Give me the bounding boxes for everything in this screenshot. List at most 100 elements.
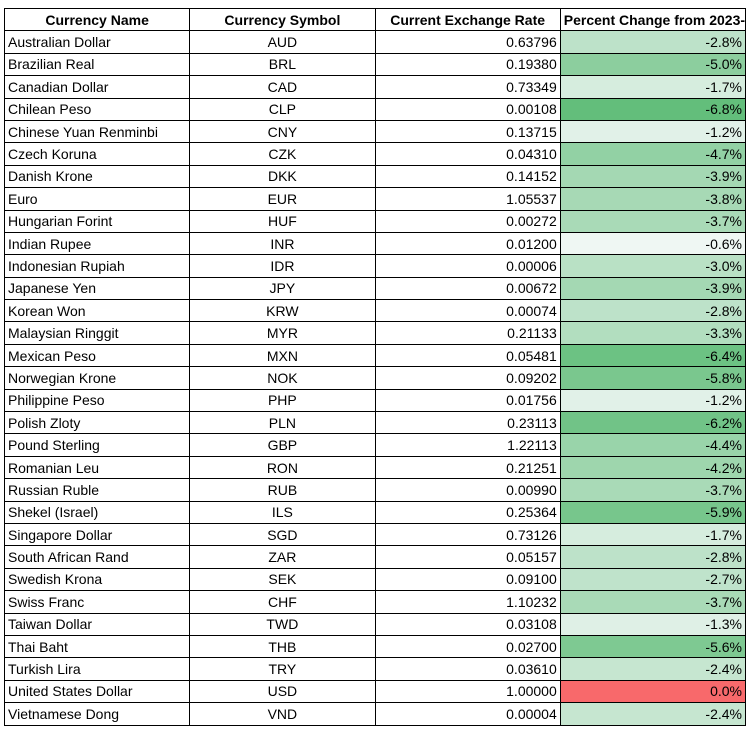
table-cell: -3.9% <box>559 276 747 301</box>
table-row: Malaysian Ringgit MYR 0.21133 -3.3% <box>3 321 747 345</box>
table-cell: -4.4% <box>559 433 747 457</box>
column-header: Current Exchange Rate <box>374 7 561 32</box>
table-cell: Shekel (Israel) <box>3 500 191 524</box>
table-cell: -2.4% <box>559 702 747 726</box>
table-cell: Chinese Yuan Renminbi <box>3 119 191 144</box>
table-cell: 0.73349 <box>374 75 561 99</box>
table-cell: SGD <box>189 522 376 547</box>
table-cell: -5.9% <box>559 500 747 524</box>
table-cell: -2.7% <box>559 567 747 592</box>
table-row: Russian Ruble RUB 0.00990 -3.7% <box>3 478 747 502</box>
table-cell: Singapore Dollar <box>3 522 191 547</box>
table-cell: -1.2% <box>559 119 747 144</box>
table-cell: NOK <box>189 366 376 390</box>
table-row: Czech Koruna CZK 0.04310 -4.7% <box>3 142 747 166</box>
table-cell: South African Rand <box>3 545 191 569</box>
table-cell: Swiss Franc <box>3 590 191 614</box>
table-row: Thai Baht THB 0.02700 -5.6% <box>3 634 747 659</box>
table-cell: BRL <box>189 52 376 77</box>
table-cell: 0.01756 <box>374 388 561 413</box>
table-cell: -3.7% <box>559 209 747 233</box>
table-cell: Hungarian Forint <box>3 209 191 233</box>
table-cell: CHF <box>189 590 376 614</box>
table-cell: 0.14152 <box>374 164 561 189</box>
table-row: Pound Sterling GBP 1.22113 -4.4% <box>3 433 747 457</box>
table-cell: 1.10232 <box>374 590 561 614</box>
table-cell: -1.7% <box>559 75 747 99</box>
table-cell: 0.21251 <box>374 455 561 480</box>
table-cell: -1.2% <box>559 388 747 413</box>
table-cell: ZAR <box>189 545 376 569</box>
table-cell: Malaysian Ringgit <box>3 321 191 345</box>
table-row: Vietnamese Dong VND 0.00004 -2.4% <box>3 702 747 726</box>
table-row: Romanian Leu RON 0.21251 -4.2% <box>3 455 747 480</box>
table-cell: -6.4% <box>559 343 747 368</box>
table-cell: Vietnamese Dong <box>3 702 191 726</box>
table-cell: Russian Ruble <box>3 478 191 502</box>
table-cell: CNY <box>189 119 376 144</box>
table-row: Euro EUR 1.05537 -3.8% <box>3 187 747 211</box>
table-cell: Romanian Leu <box>3 455 191 480</box>
table-cell: 0.19380 <box>374 52 561 77</box>
table-row: Singapore Dollar SGD 0.73126 -1.7% <box>3 522 747 547</box>
table-row: Hungarian Forint HUF 0.00272 -3.7% <box>3 209 747 233</box>
table-cell: Czech Koruna <box>3 142 191 166</box>
table-header: Currency Name Currency Symbol Current Exch… <box>3 7 747 32</box>
table-cell: DKK <box>189 164 376 189</box>
table-cell: GBP <box>189 433 376 457</box>
table-cell: 0.25364 <box>374 500 561 524</box>
table-cell: CZK <box>189 142 376 166</box>
table-cell: MXN <box>189 343 376 368</box>
table-cell: -1.3% <box>559 612 747 636</box>
table-cell: JPY <box>189 276 376 301</box>
table-cell: Swedish Krona <box>3 567 191 592</box>
table-cell: MYR <box>189 321 376 345</box>
table-body: Australian Dollar AUD 0.63796 -2.8% Brazilia… <box>3 30 747 726</box>
table-cell: -2.8% <box>559 299 747 323</box>
table-cell: EUR <box>189 187 376 211</box>
column-header: Percent Change from 2023-09 <box>559 7 747 32</box>
table-cell: -0.6% <box>559 231 747 256</box>
table-cell: 0.63796 <box>374 30 561 54</box>
table-cell: INR <box>189 231 376 256</box>
table-row: Canadian Dollar CAD 0.73349 -1.7% <box>3 75 747 99</box>
table-row: Danish Krone DKK 0.14152 -3.9% <box>3 164 747 189</box>
table-cell: PLN <box>189 411 376 435</box>
table-cell: -2.4% <box>559 657 747 681</box>
table-cell: Japanese Yen <box>3 276 191 301</box>
table-cell: Australian Dollar <box>3 30 191 54</box>
table-row: Polish Zloty PLN 0.23113 -6.2% <box>3 411 747 435</box>
column-header: Currency Symbol <box>189 7 376 32</box>
table-cell: 0.05481 <box>374 343 561 368</box>
table-cell: -5.8% <box>559 366 747 390</box>
table-cell: 0.03610 <box>374 657 561 681</box>
table-cell: 0.00990 <box>374 478 561 502</box>
table-cell: United States Dollar <box>3 679 191 704</box>
table-cell: 0.0% <box>559 679 747 704</box>
table-cell: 0.73126 <box>374 522 561 547</box>
table-row: Philippine Peso PHP 0.01756 -1.2% <box>3 388 747 413</box>
table-cell: Taiwan Dollar <box>3 612 191 636</box>
table-cell: -2.8% <box>559 30 747 54</box>
table-row: Chilean Peso CLP 0.00108 -6.8% <box>3 97 747 121</box>
table-cell: 0.09202 <box>374 366 561 390</box>
table-cell: -2.8% <box>559 545 747 569</box>
table-cell: 0.23113 <box>374 411 561 435</box>
table-row: Korean Won KRW 0.00074 -2.8% <box>3 299 747 323</box>
table-cell: 1.22113 <box>374 433 561 457</box>
table-cell: RUB <box>189 478 376 502</box>
table-cell: -4.2% <box>559 455 747 480</box>
table-cell: Norwegian Krone <box>3 366 191 390</box>
table-cell: Brazilian Real <box>3 52 191 77</box>
table-cell: 0.00006 <box>374 254 561 278</box>
table-row: Mexican Peso MXN 0.05481 -6.4% <box>3 343 747 368</box>
table-row: Brazilian Real BRL 0.19380 -5.0% <box>3 52 747 77</box>
table-cell: -3.9% <box>559 164 747 189</box>
table-cell: 0.02700 <box>374 634 561 659</box>
table-cell: Danish Krone <box>3 164 191 189</box>
table-cell: CAD <box>189 75 376 99</box>
table-cell: 0.21133 <box>374 321 561 345</box>
table-cell: Thai Baht <box>3 634 191 659</box>
table-row: Australian Dollar AUD 0.63796 -2.8% <box>3 30 747 54</box>
table-cell: -6.2% <box>559 411 747 435</box>
